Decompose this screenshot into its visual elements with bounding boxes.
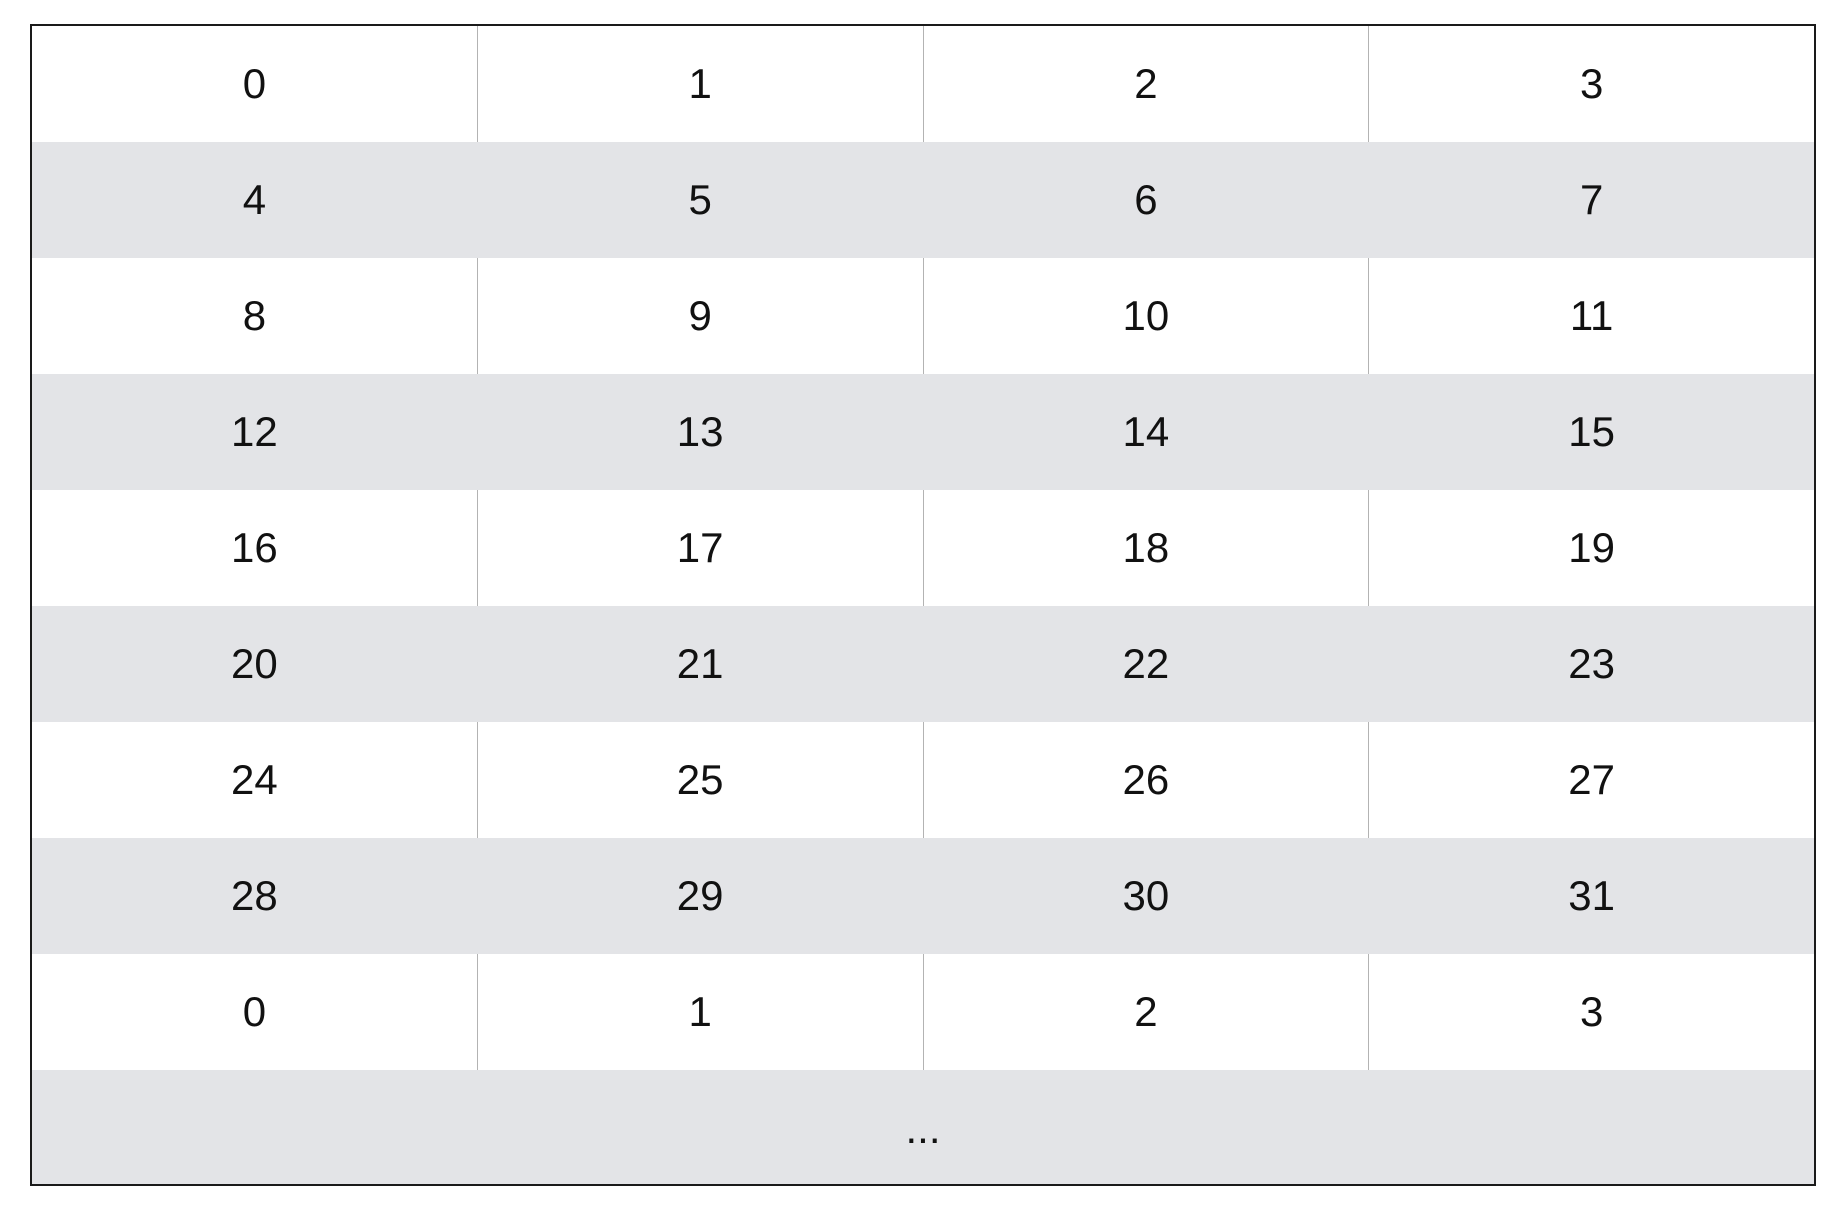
grid-row: 0 1 2 3 [32,26,1814,142]
grid-cell: 2 [922,26,1369,142]
grid-cell: 22 [1122,640,1170,687]
ellipsis-row: ... [32,1070,1814,1184]
grid-cell: 12 [231,408,278,455]
grid-cell: 0 [242,988,267,1035]
grid-cell: 9 [476,258,923,374]
grid-cell: 20 [231,640,278,687]
grid-cell: 28 [231,872,278,919]
grid-cell: 11 [1368,258,1814,374]
grid-cell: 23 [1568,640,1615,687]
grid-cell: 5 [688,176,712,223]
grid-cell: 19 [1368,490,1814,606]
grid-row: 16 17 18 19 [32,490,1814,606]
grid-row: 12 13 14 15 [32,374,1814,490]
grid-cell: 0 [242,60,267,107]
grid-cell: 8 [242,292,267,339]
grid-cell: 4 [242,176,267,223]
grid-cell: 30 [1122,872,1170,919]
grid-cell: 21 [676,640,724,687]
grid-row: 20 21 22 23 [32,606,1814,722]
grid-cell: 2 [922,954,1369,1070]
grid-cell: 6 [1134,176,1158,223]
grid-cell: 25 [476,722,923,838]
grid-cell: 29 [676,872,724,919]
grid-cell: 26 [922,722,1369,838]
grid-cell: 17 [476,490,923,606]
grid-cell: 27 [1368,722,1814,838]
grid-cell: 24 [231,756,278,803]
grid-row: 8 9 10 11 [32,258,1814,374]
grid-cell: 1 [476,26,923,142]
grid-cell: 31 [1568,872,1615,919]
ellipsis-label: ... [905,1105,941,1152]
grid-row: 0 1 2 3 [32,954,1814,1070]
grid-row: 4 5 6 7 [32,142,1814,258]
grid-cell: 15 [1568,408,1615,455]
index-grid: 0 1 2 3 4 5 6 7 8 9 10 11 12 13 14 15 16… [30,24,1816,1186]
grid-row: 28 29 30 31 [32,838,1814,954]
grid-cell: 3 [1368,954,1814,1070]
grid-cell: 18 [922,490,1369,606]
grid-cell: 3 [1368,26,1814,142]
grid-cell: 13 [676,408,724,455]
grid-row: 24 25 26 27 [32,722,1814,838]
grid-cell: 14 [1122,408,1170,455]
grid-cell: 10 [922,258,1369,374]
grid-cell: 7 [1579,176,1604,223]
grid-cell: 1 [476,954,923,1070]
grid-cell: 16 [231,524,278,571]
